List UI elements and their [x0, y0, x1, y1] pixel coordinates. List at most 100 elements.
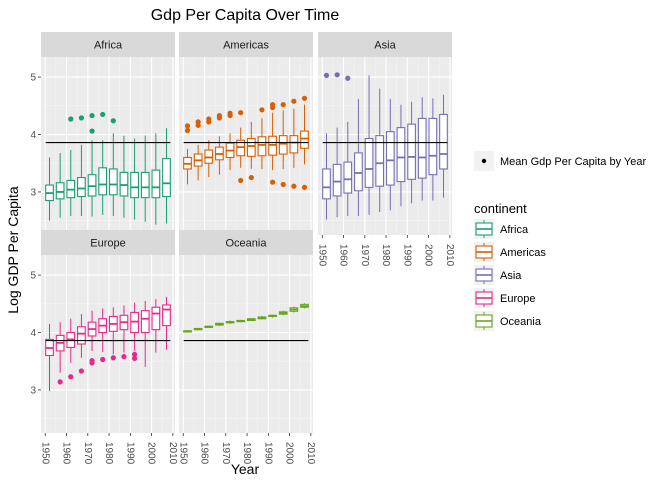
chart-title: Gdp Per Capita Over Time — [151, 7, 340, 24]
outlier-point — [301, 95, 308, 101]
strip-label-europe: Europe — [90, 238, 125, 250]
box-africa-1977 — [98, 111, 108, 215]
panel-asia: Asia 1950 1960 1970 1980 1990 2000 2010 — [316, 32, 455, 267]
outlier-point — [131, 351, 138, 357]
box-body — [140, 171, 150, 199]
strip-label-africa: Africa — [94, 40, 123, 52]
box-oceania-1997 — [278, 310, 288, 316]
outlier-point — [238, 177, 244, 184]
box-americas-1962 — [204, 116, 214, 178]
box-europe-1952 — [45, 323, 54, 392]
panel-oceania: Oceania 1950 1960 1970 1980 1990 2000 2010 — [177, 230, 316, 465]
outlier-point — [89, 128, 95, 134]
box-oceania-1992 — [268, 314, 277, 318]
strip-oceania — [179, 230, 313, 255]
box-americas-1977 — [236, 110, 246, 184]
box-body — [77, 326, 86, 345]
outlier-point — [78, 368, 85, 374]
box-body — [354, 152, 363, 192]
box-europe-1957 — [55, 322, 65, 385]
x-tick-label: 2000 — [284, 442, 295, 465]
outlier-point — [227, 110, 233, 116]
outlier-point — [345, 75, 351, 81]
box-africa-1997 — [140, 135, 150, 222]
box-europe-1997 — [140, 300, 150, 367]
x-tick-label: 2000 — [146, 442, 157, 465]
y-tick-label: 5 — [30, 271, 36, 282]
box-asia-1997 — [417, 97, 427, 201]
box-americas-1967 — [215, 112, 224, 175]
x-tick-label: 1980 — [241, 442, 252, 465]
legend-item-americas: Americas — [474, 242, 546, 262]
box-body — [257, 136, 267, 157]
legend-item-africa: Africa — [474, 219, 529, 239]
box-africa-1982 — [108, 118, 118, 217]
legend-mean-key-point — [481, 158, 487, 164]
outlier-point — [89, 358, 95, 364]
strip-africa — [41, 32, 175, 57]
box-body — [417, 117, 427, 179]
box-body — [364, 137, 374, 188]
box-body — [428, 117, 438, 176]
box-oceania-2007 — [300, 303, 309, 309]
y-axis-title: Log GDP Per Capita — [5, 186, 21, 314]
box-asia-1987 — [396, 104, 406, 207]
outlier-point — [110, 118, 116, 124]
y-tick-label: 4 — [30, 130, 36, 141]
outlier-point — [259, 107, 265, 113]
box-oceania-1957 — [193, 327, 203, 331]
strip-europe — [41, 230, 175, 255]
strip-label-oceania: Oceania — [226, 238, 268, 250]
x-tick-label: 1970 — [82, 442, 93, 465]
box-body — [140, 310, 150, 334]
x-axis-title: Year — [231, 461, 260, 477]
panel-americas: Americas — [179, 32, 313, 235]
box-body — [55, 182, 65, 200]
box-asia-1952 — [322, 72, 331, 220]
box-americas-1952 — [183, 123, 192, 185]
outlier-point — [291, 183, 297, 189]
y-tick-label: 3 — [30, 187, 36, 198]
box-asia-1967 — [354, 98, 363, 217]
facet-panels: Africa 3 4 5 Americas Asia 1950 1960 1970 1980 199… — [30, 32, 455, 465]
box-body — [439, 113, 448, 170]
strip-label-americas: Americas — [223, 40, 269, 52]
y-tick-label: 5 — [30, 73, 36, 84]
x-tick-label: 1990 — [401, 244, 412, 267]
box-africa-2007 — [162, 128, 171, 224]
box-body — [151, 169, 161, 199]
x-tick-label: 2010 — [444, 244, 455, 267]
box-africa-2002 — [151, 133, 161, 225]
box-europe-2007 — [162, 296, 171, 350]
x-tick-label: 1970 — [220, 442, 231, 465]
box-body — [407, 123, 416, 180]
outlier-point — [57, 379, 63, 385]
box-africa-1957 — [55, 152, 65, 218]
outlier-point — [248, 174, 254, 181]
panel-europe: Europe 3 4 5 1950 1960 1970 1980 1990 2000 2010 — [30, 230, 178, 465]
y-tick-label: 3 — [30, 385, 36, 396]
box-africa-1952 — [45, 157, 54, 221]
x-tick-label: 1980 — [103, 442, 114, 465]
box-europe-1977 — [98, 308, 108, 363]
x-tick-label: 1960 — [199, 442, 210, 465]
box-oceania-1952 — [183, 330, 192, 333]
x-tick-label: 1960 — [338, 244, 349, 267]
box-body — [322, 168, 331, 200]
outlier-point — [131, 355, 138, 361]
outlier-point — [280, 102, 286, 108]
outlier-point — [323, 72, 330, 78]
box-asia-2002 — [428, 98, 438, 201]
legend-item-europe: Europe — [474, 288, 535, 308]
box-europe-1987 — [119, 305, 129, 360]
outlier-point — [280, 181, 286, 188]
box-body — [289, 135, 299, 154]
legend: Mean Gdp Per Capita by Year continent Afri… — [474, 151, 646, 331]
outlier-point — [89, 112, 95, 119]
strip-asia — [318, 32, 452, 57]
box-asia-1972 — [364, 75, 374, 215]
x-tick-label: 2010 — [167, 442, 178, 465]
box-oceania-1987 — [257, 315, 267, 320]
box-americas-1987 — [257, 107, 267, 169]
